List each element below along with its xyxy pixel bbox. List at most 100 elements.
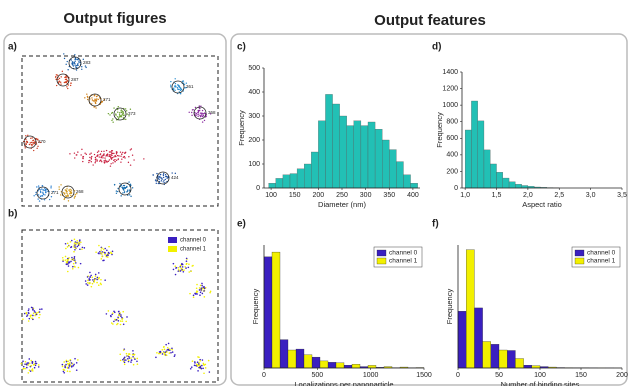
localization [101, 258, 103, 260]
localization [71, 246, 73, 248]
localization [41, 308, 43, 310]
y-tick-label: 400 [446, 152, 458, 159]
localization [43, 189, 44, 190]
localization [104, 252, 106, 254]
localization [109, 151, 110, 152]
localization [93, 106, 94, 107]
localization [89, 279, 91, 281]
localization [123, 185, 124, 186]
localization [94, 278, 96, 280]
localization [111, 157, 112, 158]
localization [59, 78, 60, 79]
localization [97, 95, 98, 96]
localization [103, 154, 104, 155]
localization [39, 311, 41, 313]
localization [175, 274, 177, 276]
localization [74, 157, 75, 158]
localization [190, 368, 192, 370]
legend-label: channel 0 [587, 250, 616, 257]
localization [116, 190, 117, 191]
localization [87, 284, 89, 286]
localization [175, 267, 177, 269]
localization [27, 142, 28, 143]
bar [515, 359, 523, 368]
bar [411, 183, 418, 188]
localization [92, 279, 94, 281]
localization [108, 253, 110, 255]
localization [100, 252, 102, 254]
localization [197, 116, 198, 117]
localization [88, 162, 89, 163]
localization [101, 253, 103, 255]
cluster-label: 271 [51, 190, 59, 195]
localization [201, 287, 203, 289]
bar [499, 350, 507, 368]
x-tick-label: 200 [616, 372, 628, 379]
localization [101, 247, 103, 249]
localization [28, 372, 30, 374]
bar [312, 357, 320, 368]
localization [120, 195, 121, 196]
x-axis-label: Number of binding sites [501, 380, 580, 386]
localization [200, 285, 202, 287]
localization [67, 360, 69, 362]
localization [66, 259, 68, 261]
localization [165, 344, 167, 346]
localization [119, 183, 120, 184]
localization [114, 161, 115, 162]
localization [70, 195, 71, 196]
localization [82, 156, 83, 157]
localization [32, 315, 34, 317]
y-tick-label: 400 [248, 89, 260, 96]
localization [197, 364, 199, 366]
localization [68, 363, 70, 365]
localization [28, 364, 30, 366]
legend-swatch [168, 237, 177, 243]
localization [125, 321, 127, 323]
localization [107, 256, 109, 258]
localization [189, 112, 190, 113]
bar [352, 364, 360, 368]
localization [197, 114, 198, 115]
x-tick-label: 500 [311, 372, 323, 379]
localization [98, 252, 100, 254]
localization [165, 179, 166, 180]
localization [98, 277, 100, 279]
cluster-label: 361 [186, 84, 194, 89]
localization [122, 192, 123, 193]
localization [30, 316, 32, 318]
localization [124, 362, 126, 364]
localization [93, 100, 94, 101]
localization [158, 353, 160, 355]
localization [109, 159, 110, 160]
localization [123, 189, 124, 190]
localization [22, 360, 24, 362]
localization [39, 309, 41, 311]
localization [74, 246, 76, 248]
localization [42, 185, 43, 186]
bar [272, 252, 280, 368]
localization [117, 159, 118, 160]
x-tick-label: 100 [534, 372, 546, 379]
localization [102, 260, 104, 262]
cluster-ring [172, 81, 184, 93]
localization [162, 353, 164, 355]
localization [197, 291, 199, 293]
localization [77, 359, 79, 361]
localization [75, 61, 76, 62]
bar [340, 116, 347, 188]
localization [66, 86, 67, 87]
localization [112, 251, 114, 253]
localization [66, 262, 68, 264]
bar [344, 365, 352, 368]
localization [200, 115, 201, 116]
localization [78, 61, 79, 62]
localization [177, 270, 179, 272]
localization [208, 360, 210, 362]
localization [61, 76, 62, 77]
localization [72, 63, 73, 64]
localization [89, 157, 90, 158]
localization [108, 161, 109, 162]
localization [180, 87, 181, 88]
features-panel [231, 34, 627, 385]
